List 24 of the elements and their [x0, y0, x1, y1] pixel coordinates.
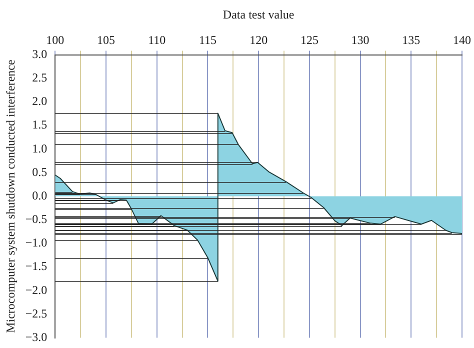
x-tick-label: 130 — [351, 32, 370, 47]
y-tick-label: −2.0 — [25, 282, 48, 297]
x-tick-label: 125 — [300, 32, 318, 47]
x-tick-label: 105 — [97, 32, 116, 47]
y-tick-label: 1.5 — [32, 118, 48, 132]
y-tick-label: −1.5 — [25, 259, 48, 274]
y-tick-label: 2.5 — [32, 70, 48, 85]
x-tick-label: 100 — [46, 32, 64, 47]
y-tick-label: −3.0 — [25, 330, 48, 344]
y-tick-label: −2.5 — [25, 306, 48, 320]
y-tick-label: −0.5 — [25, 212, 48, 226]
x-tick-label: 110 — [148, 32, 166, 47]
x-axis-title: Data test value — [222, 7, 294, 22]
y-tick-label: 1.0 — [32, 141, 48, 156]
x-tick-label: 135 — [402, 32, 420, 47]
y-tick-label: 3.0 — [32, 46, 48, 61]
x-tick-label: 140 — [453, 32, 471, 47]
x-tick-label: 115 — [198, 32, 217, 47]
x-tick-label: 120 — [250, 32, 268, 47]
y-tick-label: 0.0 — [32, 188, 48, 202]
y-axis-title: Microcomputer system shutdown conducted interference — [3, 60, 18, 333]
y-tick-label: 2.0 — [32, 94, 48, 108]
y-tick-label: 0.5 — [32, 164, 48, 179]
y-tick-label: −1.0 — [25, 236, 48, 250]
